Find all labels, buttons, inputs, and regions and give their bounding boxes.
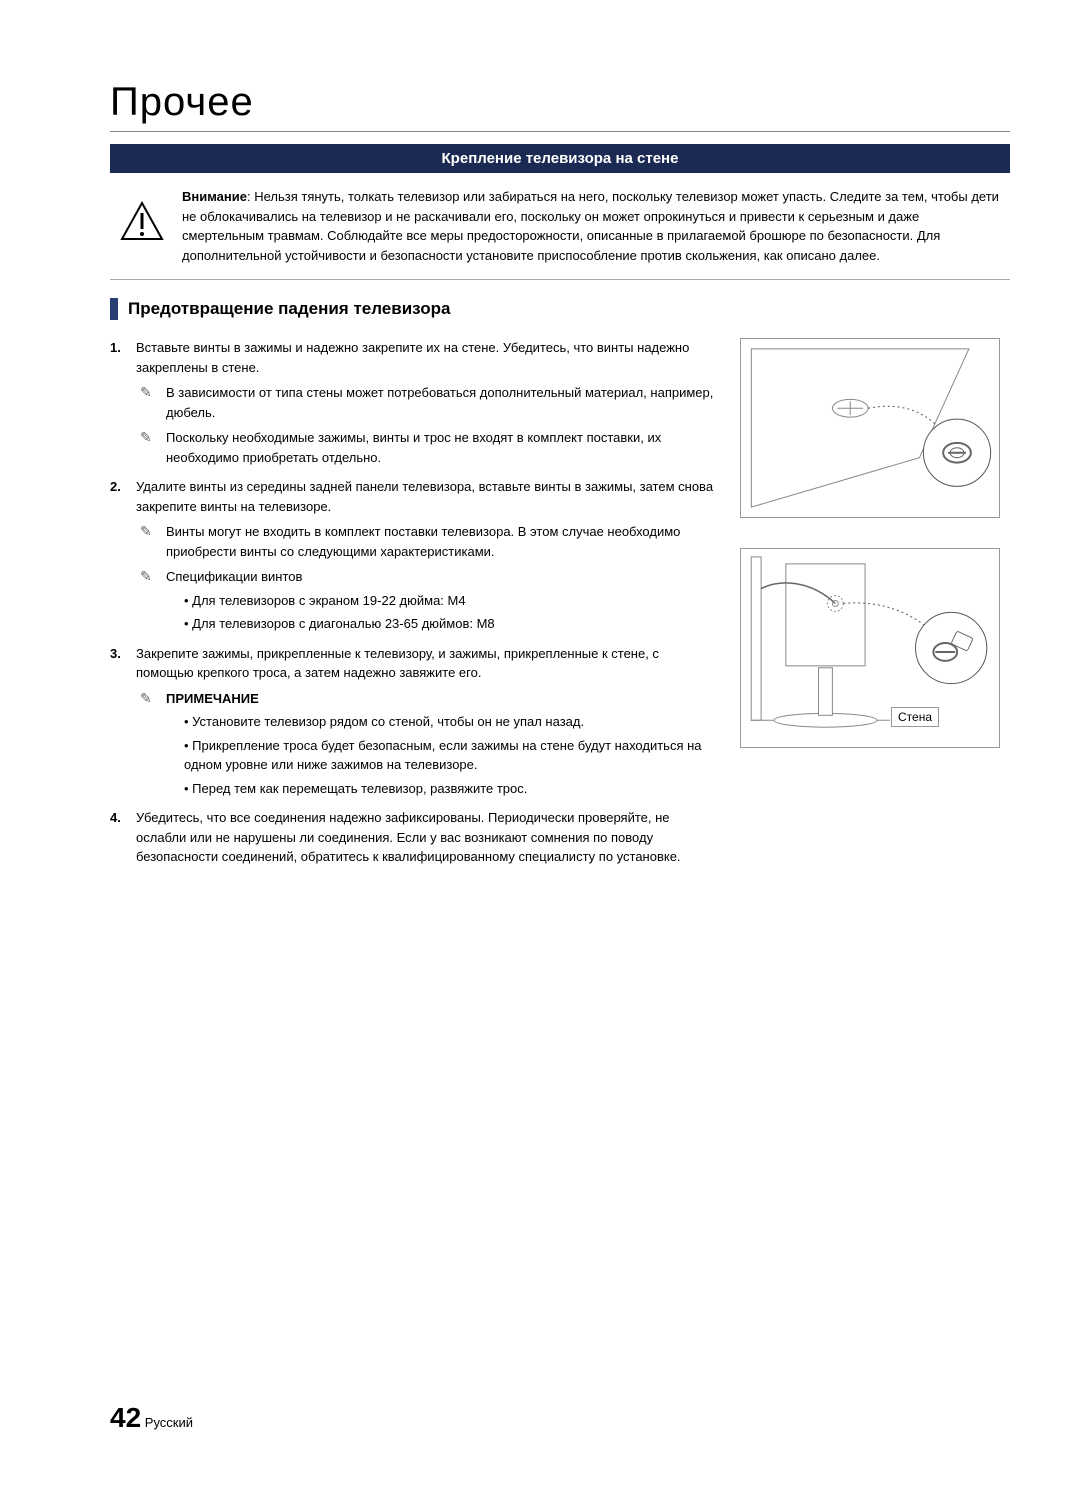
note-text: ПРИМЕЧАНИЕ Установите телевизор рядом со … [166, 689, 720, 799]
note-text: В зависимости от типа стены может потреб… [166, 383, 720, 422]
note-icon: ✎ [140, 383, 158, 422]
step-body: Удалите винты из середины задней панели … [136, 477, 720, 634]
footer-lang: Русский [145, 1415, 193, 1430]
steps-column: 1.Вставьте винты в зажимы и надежно закр… [110, 338, 720, 877]
wall-label: Стена [891, 707, 939, 727]
step-item: 3.Закрепите зажимы, прикрепленные к теле… [110, 644, 720, 799]
note-text: Поскольку необходимые зажимы, винты и тр… [166, 428, 720, 467]
section-bar: Крепление телевизора на стене [110, 144, 1010, 173]
step-text: Удалите винты из середины задней панели … [136, 477, 720, 516]
note-item: ✎Винты могут не входить в комплект поста… [136, 522, 720, 561]
subheading-row: Предотвращение падения телевизора [110, 298, 1010, 320]
step-item: 1.Вставьте винты в зажимы и надежно закр… [110, 338, 720, 467]
subheading-marker [110, 298, 118, 320]
bullet-item: Для телевизоров с диагональю 23-65 дюймо… [184, 614, 720, 634]
warning-bold: Внимание [182, 189, 247, 204]
step-number: 2. [110, 477, 136, 634]
step-text: Убедитесь, что все соединения надежно за… [136, 808, 720, 867]
note-body: Поскольку необходимые зажимы, винты и тр… [166, 430, 661, 465]
warning-text: Внимание: Нельзя тянуть, толкать телевиз… [182, 187, 1002, 265]
figure-tv-tether: Стена [740, 548, 1000, 748]
warning-body: : Нельзя тянуть, толкать телевизор или з… [182, 189, 999, 263]
step-item: 2.Удалите винты из середины задней панел… [110, 477, 720, 634]
step-number: 4. [110, 808, 136, 867]
bullet-item: Прикрепление троса будет безопасным, есл… [184, 736, 720, 775]
step-body: Закрепите зажимы, прикрепленные к телеви… [136, 644, 720, 799]
step-number: 3. [110, 644, 136, 799]
step-body: Убедитесь, что все соединения надежно за… [136, 808, 720, 867]
note-item: ✎Поскольку необходимые зажимы, винты и т… [136, 428, 720, 467]
warning-block: Внимание: Нельзя тянуть, толкать телевиз… [110, 173, 1010, 280]
note-bold: ПРИМЕЧАНИЕ [166, 691, 259, 706]
note-body: В зависимости от типа стены может потреб… [166, 385, 713, 420]
step-number: 1. [110, 338, 136, 467]
note-item: ✎ ПРИМЕЧАНИЕ Установите телевизор рядом со… [136, 689, 720, 799]
note-text: Винты могут не входить в комплект постав… [166, 522, 720, 561]
bullet-item: Перед тем как перемещать телевизор, разв… [184, 779, 720, 799]
note-text: Спецификации винтов Для телевизоров с экр… [166, 567, 720, 634]
note-bullets: Для телевизоров с экраном 19-22 дюйма: M… [166, 591, 720, 634]
figure-wall-bracket [740, 338, 1000, 518]
note-icon: ✎ [140, 567, 158, 634]
subheading: Предотвращение падения телевизора [128, 299, 450, 319]
page-footer: 42 Русский [110, 1402, 193, 1434]
warning-icon [118, 187, 166, 265]
note-body: Винты могут не входить в комплект постав… [166, 524, 680, 559]
bullet-item: Установите телевизор рядом со стеной, чт… [184, 712, 720, 732]
note-icon: ✎ [140, 522, 158, 561]
note-icon: ✎ [140, 689, 158, 799]
bullet-item: Для телевизоров с экраном 19-22 дюйма: M… [184, 591, 720, 611]
figures-column: Стена [740, 338, 1010, 877]
page-number: 42 [110, 1402, 141, 1433]
step-item: 4.Убедитесь, что все соединения надежно … [110, 808, 720, 867]
note-bullets: Установите телевизор рядом со стеной, чт… [166, 712, 720, 798]
step-body: Вставьте винты в зажимы и надежно закреп… [136, 338, 720, 467]
page-title: Прочее [110, 80, 1010, 132]
note-icon: ✎ [140, 428, 158, 467]
step-text: Вставьте винты в зажимы и надежно закреп… [136, 338, 720, 377]
note-item: ✎ Спецификации винтов Для телевизоров с эк… [136, 567, 720, 634]
note-body: Спецификации винтов [166, 569, 302, 584]
steps-list: 1.Вставьте винты в зажимы и надежно закр… [110, 338, 720, 867]
step-text: Закрепите зажимы, прикрепленные к телеви… [136, 644, 720, 683]
note-item: ✎В зависимости от типа стены может потре… [136, 383, 720, 422]
